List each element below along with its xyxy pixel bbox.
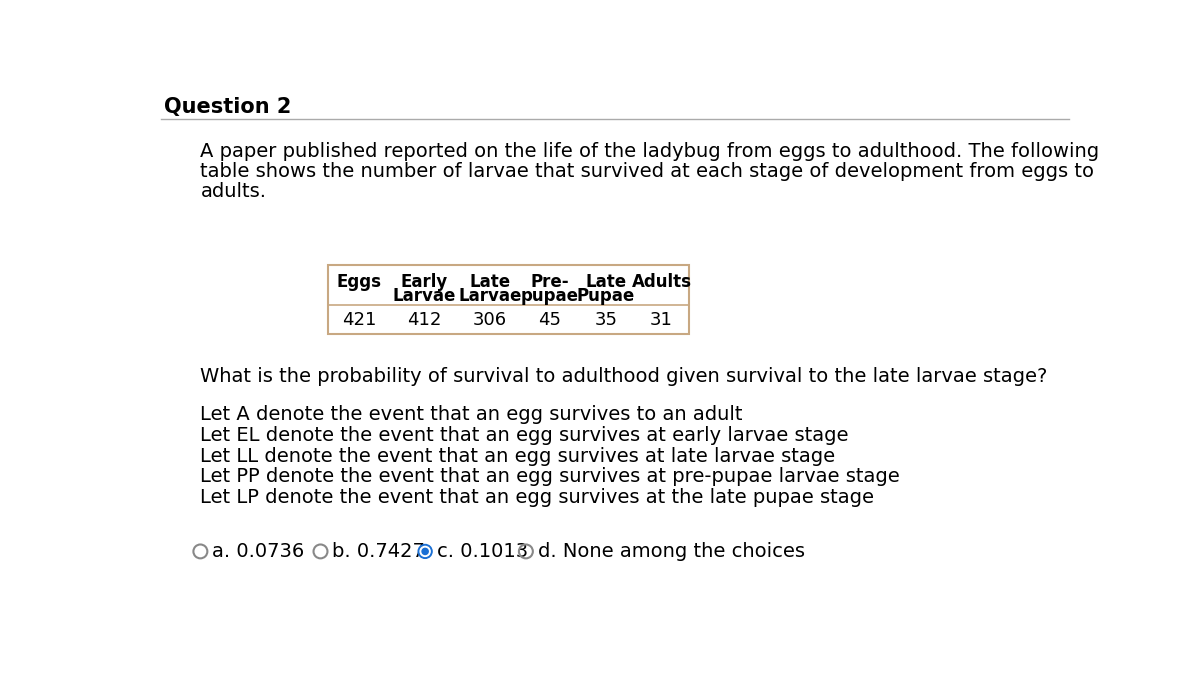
Text: Eggs: Eggs [337,272,382,291]
Text: pupae: pupae [521,287,578,305]
Text: Let LP denote the event that an egg survives at the late pupae stage: Let LP denote the event that an egg surv… [200,488,875,507]
Text: a. 0.0736: a. 0.0736 [212,542,305,561]
Text: Question 2: Question 2 [164,97,292,117]
Text: d. None among the choices: d. None among the choices [538,542,804,561]
Circle shape [420,546,430,556]
Text: Pupae: Pupae [576,287,635,305]
Text: 306: 306 [473,311,508,329]
Text: Let EL denote the event that an egg survives at early larvae stage: Let EL denote the event that an egg surv… [200,426,848,445]
Text: Larvae: Larvae [458,287,522,305]
Text: 35: 35 [594,311,617,329]
Text: Early: Early [401,272,448,291]
Text: Let PP denote the event that an egg survives at pre-pupae larvae stage: Let PP denote the event that an egg surv… [200,467,900,486]
Text: 421: 421 [342,311,377,329]
Text: What is the probability of survival to adulthood given survival to the late larv: What is the probability of survival to a… [200,366,1048,385]
Text: 31: 31 [650,311,673,329]
Text: Pre-: Pre- [530,272,569,291]
Text: 412: 412 [407,311,442,329]
FancyBboxPatch shape [329,265,689,334]
Text: Late: Late [469,272,511,291]
Text: Let A denote the event that an egg survives to an adult: Let A denote the event that an egg survi… [200,405,743,424]
Text: Late: Late [586,272,626,291]
Text: Larvae: Larvae [392,287,456,305]
Text: 45: 45 [539,311,562,329]
Text: c. 0.1013: c. 0.1013 [437,542,528,561]
Circle shape [418,545,432,558]
Text: A paper published reported on the life of the ladybug from eggs to adulthood. Th: A paper published reported on the life o… [200,142,1099,161]
Text: adults.: adults. [200,182,266,201]
Text: table shows the number of larvae that survived at each stage of development from: table shows the number of larvae that su… [200,162,1094,180]
Text: Let LL denote the event that an egg survives at late larvae stage: Let LL denote the event that an egg surv… [200,447,835,466]
Text: b. 0.7427: b. 0.7427 [332,542,425,561]
Circle shape [422,548,428,554]
Text: Adults: Adults [631,272,691,291]
